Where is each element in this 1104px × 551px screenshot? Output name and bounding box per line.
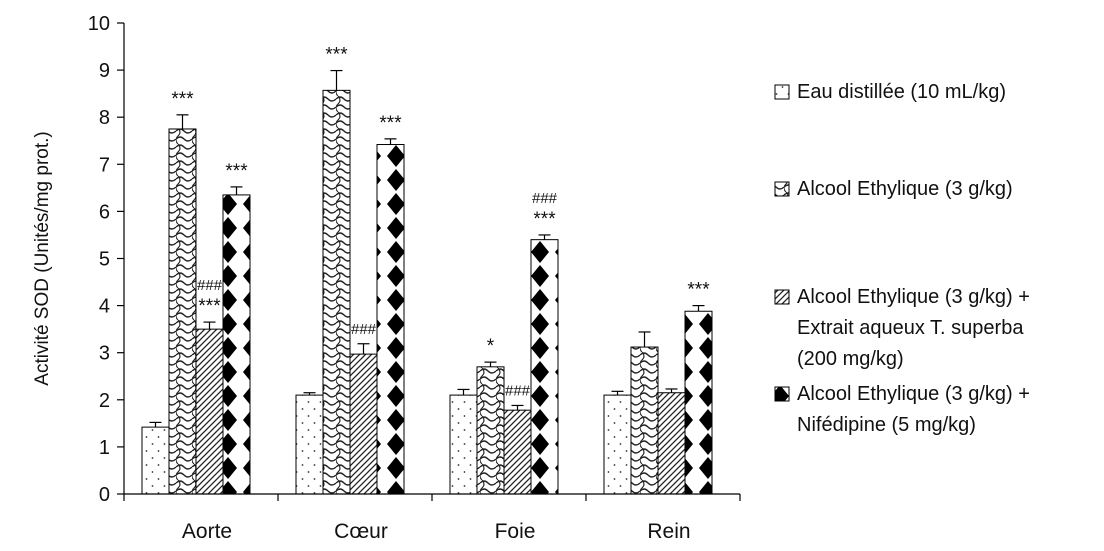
bar bbox=[376, 144, 405, 495]
legend-label-line: Alcool Ethylique (3 g/kg) + bbox=[797, 383, 1030, 405]
x-tick-label: Aorte bbox=[182, 520, 232, 543]
annotation-hash: ### bbox=[351, 321, 377, 338]
legend-swatch bbox=[774, 289, 790, 305]
annotation-star: *** bbox=[171, 89, 194, 110]
legend-label-line: Alcool Ethylique (3 g/kg) bbox=[797, 178, 1013, 200]
legend-label-line: Alcool Ethylique (3 g/kg) + bbox=[797, 286, 1030, 308]
bar bbox=[530, 239, 559, 495]
y-tick-label: 8 bbox=[99, 107, 110, 129]
legend-label-line: Extrait aqueux T. superba bbox=[797, 317, 1024, 339]
y-tick-label: 4 bbox=[99, 296, 110, 318]
y-tick-label: 3 bbox=[99, 343, 110, 365]
bar bbox=[349, 353, 378, 495]
annotation-star: *** bbox=[533, 209, 556, 230]
annotation-star: *** bbox=[198, 296, 221, 317]
annotation-star: *** bbox=[325, 45, 348, 66]
legend-label-line: Nifédipine (5 mg/kg) bbox=[797, 414, 976, 436]
bar bbox=[322, 89, 351, 495]
y-tick-label: 7 bbox=[99, 154, 110, 176]
annotation-hash: ### bbox=[197, 277, 223, 294]
bar bbox=[630, 346, 659, 495]
y-tick-label: 10 bbox=[88, 13, 110, 35]
y-tick-label: 2 bbox=[99, 390, 110, 412]
bar bbox=[195, 328, 224, 495]
legend-label: Alcool Ethylique (3 g/kg) + Nifédipine (5… bbox=[797, 383, 1030, 436]
annotation-hash: ### bbox=[532, 190, 558, 207]
bar bbox=[141, 426, 170, 495]
y-axis-label: Activité SOD (Unités/mg prot.) bbox=[32, 131, 53, 385]
x-tick-label: Foie bbox=[495, 520, 536, 543]
bar bbox=[503, 409, 532, 495]
annotation-star: *** bbox=[225, 161, 248, 182]
legend-label: Eau distillée (10 mL/kg) bbox=[797, 81, 1006, 103]
y-tick-label: 0 bbox=[99, 484, 110, 506]
bar bbox=[295, 394, 324, 495]
annotation-hash: ### bbox=[505, 382, 531, 399]
legend-label: Alcool Ethylique (3 g/kg) bbox=[797, 178, 1013, 200]
legend-label-line: Eau distillée (10 mL/kg) bbox=[797, 81, 1006, 103]
annotation-star: *** bbox=[379, 113, 402, 134]
y-tick-label: 5 bbox=[99, 249, 110, 271]
bar bbox=[476, 366, 505, 495]
legend-swatch bbox=[774, 386, 790, 402]
x-tick-label: Cœur bbox=[334, 520, 388, 543]
x-tick-label: Rein bbox=[647, 520, 690, 543]
bar bbox=[684, 310, 713, 495]
y-tick-label: 9 bbox=[99, 60, 110, 82]
legend-label: Alcool Ethylique (3 g/kg) + Extrait aqueu… bbox=[797, 286, 1030, 370]
bar bbox=[449, 394, 478, 495]
annotation-star: *** bbox=[687, 280, 710, 301]
bar bbox=[657, 392, 686, 495]
bar bbox=[603, 394, 632, 495]
annotation-star: * bbox=[487, 336, 495, 357]
bar bbox=[168, 128, 197, 495]
legend-swatch bbox=[774, 84, 790, 100]
y-tick-label: 1 bbox=[99, 437, 110, 459]
legend-label-line: (200 mg/kg) bbox=[797, 348, 904, 370]
legend-swatch bbox=[774, 181, 790, 197]
bar bbox=[222, 194, 251, 495]
y-tick-label: 6 bbox=[99, 201, 110, 223]
